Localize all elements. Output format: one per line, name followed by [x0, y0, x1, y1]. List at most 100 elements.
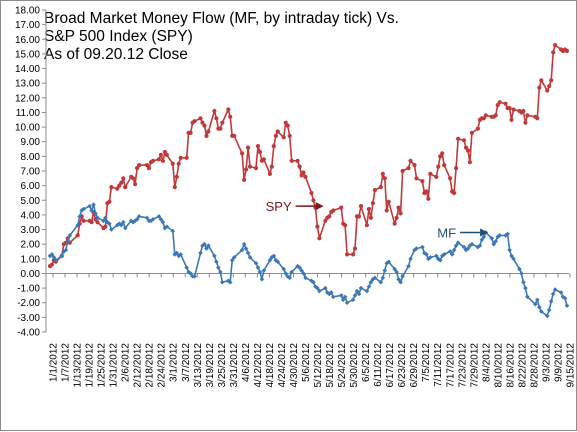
x-tick-label: 8/16/2012: [505, 343, 516, 388]
data-point-mf: [218, 269, 223, 275]
series-line-mf: [49, 203, 568, 317]
data-point-mf: [303, 275, 308, 281]
data-point-mf: [435, 256, 441, 262]
x-tick-label: 3/1/2012: [169, 343, 180, 382]
data-point-mf: [451, 247, 457, 253]
data-point-spy: [271, 144, 276, 149]
data-point-spy: [467, 160, 472, 165]
data-point-spy: [220, 120, 225, 125]
data-point-mf: [116, 221, 122, 226]
data-point-mf: [122, 225, 128, 231]
data-point-spy: [275, 129, 280, 134]
data-point-spy: [456, 136, 461, 141]
data-point-mf: [544, 313, 550, 319]
data-point-spy: [257, 149, 263, 155]
data-point-mf: [509, 253, 514, 259]
data-point-mf: [144, 215, 150, 221]
data-point-mf: [87, 203, 92, 209]
data-point-mf: [420, 244, 425, 250]
y-tick-label: 1.00: [21, 254, 41, 265]
data-point-mf: [275, 259, 281, 265]
data-point-mf: [467, 243, 473, 248]
data-point-spy: [273, 133, 278, 138]
data-point-spy: [226, 107, 231, 112]
data-point-mf: [158, 217, 164, 222]
data-point-mf: [342, 294, 348, 300]
data-point-spy: [400, 168, 405, 174]
data-point-mf: [132, 218, 138, 224]
data-point-spy: [352, 246, 358, 251]
data-point-spy: [440, 151, 445, 156]
data-point-mf: [461, 244, 467, 250]
data-point-spy: [289, 158, 294, 163]
data-point-mf: [372, 275, 378, 281]
data-point-mf: [394, 269, 399, 275]
data-point-mf: [188, 271, 193, 276]
data-point-mf: [491, 241, 497, 247]
x-tick-label: 7/17/2012: [445, 343, 456, 388]
data-point-mf: [352, 293, 358, 298]
data-point-mf: [91, 202, 96, 207]
x-tick-label: 4/6/2012: [241, 343, 252, 382]
data-point-spy: [198, 116, 203, 121]
x-tick-label: 5/30/2012: [349, 343, 360, 388]
data-point-mf: [548, 298, 554, 304]
data-point-spy: [454, 166, 459, 171]
series-line-spy: [49, 44, 568, 267]
data-point-mf: [184, 265, 189, 270]
data-point-spy: [240, 151, 245, 156]
data-point-mf: [533, 301, 538, 307]
data-point-spy: [212, 108, 217, 114]
data-point-spy: [507, 106, 512, 111]
data-point-spy: [297, 164, 302, 169]
data-point-spy: [547, 84, 552, 89]
data-point-mf: [225, 278, 231, 284]
x-tick-label: 4/12/2012: [253, 343, 264, 388]
data-point-spy: [408, 158, 413, 163]
data-point-spy: [81, 218, 86, 223]
data-point-spy: [351, 252, 356, 257]
data-point-spy: [123, 185, 128, 190]
y-tick-label: 16.00: [15, 35, 40, 46]
data-point-mf: [247, 255, 253, 260]
x-tick-label: 1/1/2012: [49, 343, 60, 382]
data-point-mf: [447, 249, 453, 254]
x-tick-label: 1/25/2012: [97, 343, 108, 388]
data-point-mf: [89, 208, 94, 213]
data-point-spy: [146, 166, 152, 171]
data-point-mf: [192, 274, 197, 279]
data-point-spy: [174, 174, 179, 179]
data-point-mf: [134, 217, 140, 222]
data-point-mf: [75, 222, 80, 228]
y-tick-label: -4.00: [17, 328, 40, 339]
data-point-spy: [202, 123, 207, 128]
data-point-mf: [479, 237, 485, 243]
x-tick-label: 8/4/2012: [481, 343, 492, 382]
data-point-mf: [118, 222, 124, 228]
data-point-mf: [198, 250, 203, 256]
data-point-spy: [176, 161, 181, 166]
data-point-spy: [232, 133, 237, 138]
x-tick-label: 3/31/2012: [229, 343, 240, 388]
data-point-spy: [537, 85, 542, 90]
data-point-mf: [239, 247, 245, 253]
data-point-spy: [103, 224, 108, 229]
x-tick-label: 4/18/2012: [265, 343, 276, 388]
y-tick-label: 11.00: [16, 108, 41, 119]
data-point-spy: [107, 199, 112, 204]
data-point-spy: [469, 130, 474, 135]
data-point-spy: [539, 78, 544, 83]
chart-title-line-3: As of 09.20.12 Close: [44, 46, 188, 63]
data-point-mf: [398, 279, 403, 285]
data-point-mf: [47, 253, 53, 259]
annotation-arrow-head: [480, 228, 489, 237]
data-point-mf: [317, 288, 322, 294]
x-tick-label: 1/31/2012: [109, 343, 120, 388]
data-point-mf: [245, 250, 251, 256]
x-tick-label: 3/7/2012: [181, 343, 192, 382]
data-point-spy: [89, 220, 94, 225]
data-point-spy: [426, 196, 431, 201]
data-point-spy: [75, 233, 80, 238]
data-point-spy: [442, 163, 447, 168]
data-point-mf: [212, 253, 217, 259]
